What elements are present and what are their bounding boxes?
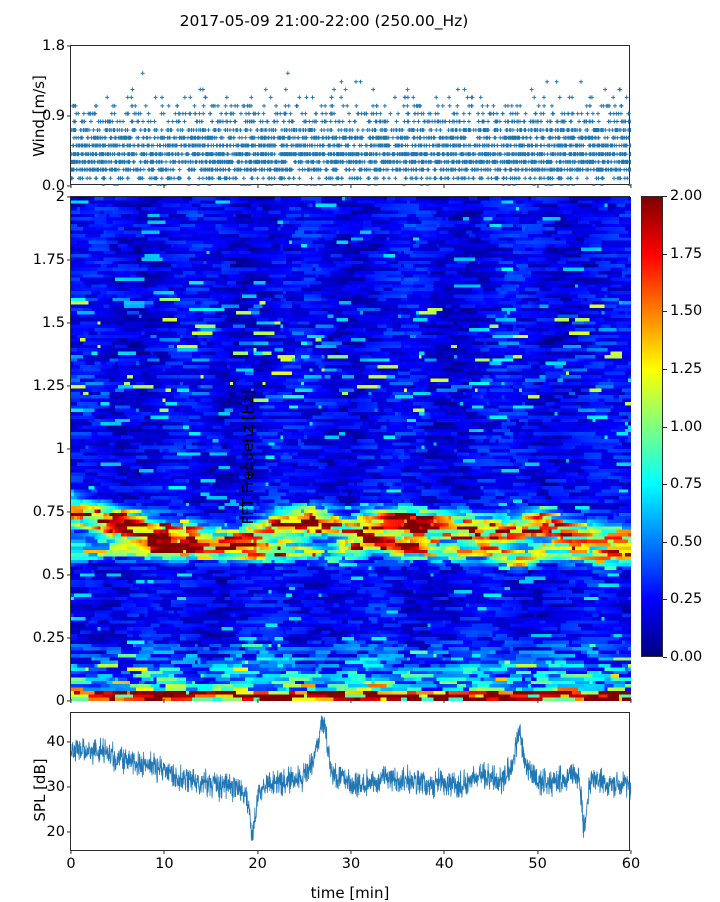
x-tick-mark <box>70 850 72 854</box>
colorbar-tick-mark <box>663 426 667 428</box>
colorbar-tick-mark <box>663 311 667 313</box>
y-tick-mark <box>67 511 71 513</box>
y-tick-label: 0.0 <box>41 177 65 194</box>
colorbar-tick-label: 0.25 <box>670 591 703 608</box>
x-tick-mark <box>257 850 259 854</box>
wind-axis-label: Wind [m/s] <box>30 75 48 157</box>
y-tick-label: 20 <box>46 823 65 840</box>
spectrogram-image <box>71 197 631 701</box>
y-tick-mark <box>67 322 71 324</box>
y-tick-label: 30 <box>46 778 65 795</box>
wind-panel: 0.0 0.9 1.8 <box>42 39 632 193</box>
y-tick-mark <box>67 385 71 387</box>
y-tick-label: 1.75 <box>32 251 65 268</box>
y-tick-label: 0.9 <box>41 107 65 124</box>
y-tick-label: 0 <box>55 692 65 709</box>
colorbar-tick-mark <box>663 599 667 601</box>
y-tick-label: 1 <box>55 440 65 457</box>
x-tick-mark <box>257 699 259 703</box>
colorbar-tick-label: 1.00 <box>670 418 703 435</box>
x-tick-label: 20 <box>248 856 267 872</box>
x-tick-mark <box>257 184 259 188</box>
x-tick-mark <box>537 184 539 188</box>
y-tick-label: 1.8 <box>41 37 65 54</box>
colorbar-tick-mark <box>663 196 667 198</box>
colorbar-tick-label: 0.75 <box>670 475 703 492</box>
x-tick-mark <box>70 184 72 188</box>
x-tick-mark <box>163 850 165 854</box>
y-tick-mark <box>67 259 71 261</box>
spectrogram-panel: 0 0.25 0.5 0.75 1 1.25 1.5 1.75 2 <box>33 190 632 708</box>
colorbar-tick-label: 0.00 <box>670 648 703 665</box>
y-tick-mark <box>67 448 71 450</box>
x-tick-mark <box>350 184 352 188</box>
colorbar-tick-label: 2.00 <box>670 187 703 204</box>
x-tick-mark <box>443 850 445 854</box>
x-tick-mark <box>630 699 632 703</box>
y-tick-label: 0.75 <box>32 503 65 520</box>
y-tick-mark <box>67 574 71 576</box>
wind-scatter-plot <box>71 46 631 186</box>
x-tick-mark <box>537 850 539 854</box>
amplitude-colorbar[interactable] <box>641 196 663 657</box>
x-tick-mark <box>443 699 445 703</box>
y-tick-mark <box>67 115 71 117</box>
colorbar-gradient <box>642 197 662 656</box>
y-tick-mark <box>67 741 71 743</box>
time-axis-label: time [min] <box>310 884 390 902</box>
x-tick-label: 0 <box>66 856 76 872</box>
y-tick-label: 0.25 <box>32 629 65 646</box>
x-tick-mark <box>443 184 445 188</box>
x-tick-label: 30 <box>341 856 361 872</box>
y-tick-label: 0.5 <box>41 566 65 583</box>
x-tick-label: 40 <box>435 856 454 872</box>
y-tick-label: 2 <box>55 188 65 205</box>
x-tick-mark <box>350 699 352 703</box>
colorbar-tick-label: 0.50 <box>670 533 703 550</box>
colorbar-tick-label: 1.25 <box>670 360 703 377</box>
spectrogram-axis-label: FFT Frequenz [Hz] <box>239 389 257 525</box>
y-tick-label: 40 <box>46 733 65 750</box>
spl-line-plot <box>71 713 631 852</box>
y-tick-mark <box>67 786 71 788</box>
y-tick-mark <box>67 831 71 833</box>
y-tick-mark <box>67 700 71 702</box>
colorbar-tick-label: 1.75 <box>670 245 703 262</box>
colorbar-tick-mark <box>663 657 667 659</box>
y-tick-mark <box>67 185 71 187</box>
colorbar-tick-mark <box>663 541 667 543</box>
y-tick-mark <box>67 196 71 198</box>
x-tick-mark <box>70 699 72 703</box>
y-tick-label: 1.5 <box>41 314 65 331</box>
x-tick-mark <box>537 699 539 703</box>
x-tick-mark <box>163 184 165 188</box>
colorbar-tick-mark <box>663 484 667 486</box>
x-tick-mark <box>630 850 632 854</box>
colorbar-tick-mark <box>663 368 667 370</box>
x-tick-label: 10 <box>155 856 174 872</box>
x-tick-label: 60 <box>621 856 641 872</box>
spl-panel: 20 30 40 0 10 20 30 40 50 60 <box>47 712 640 871</box>
y-tick-label: 1.25 <box>32 377 65 394</box>
x-tick-mark <box>350 850 352 854</box>
y-tick-mark <box>67 45 71 47</box>
y-tick-mark <box>67 637 71 639</box>
x-tick-mark <box>630 184 632 188</box>
x-tick-label: 50 <box>528 856 547 872</box>
colorbar-tick-mark <box>663 253 667 255</box>
x-tick-mark <box>163 699 165 703</box>
spl-axis-label: SPL [dB] <box>31 758 49 822</box>
colorbar-tick-label: 1.50 <box>670 303 703 319</box>
figure-title: 2017-05-09 21:00-22:00 (250.00_Hz) <box>179 12 469 30</box>
